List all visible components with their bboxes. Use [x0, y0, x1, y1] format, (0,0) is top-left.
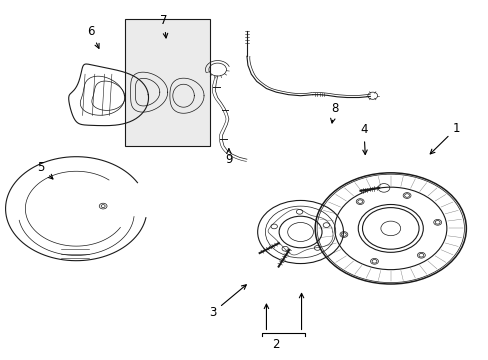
- Text: 3: 3: [209, 285, 246, 319]
- Text: 6: 6: [87, 25, 99, 48]
- Text: 5: 5: [38, 161, 53, 179]
- Text: 2: 2: [272, 338, 279, 351]
- Bar: [125, 19, 210, 146]
- Text: 8: 8: [330, 102, 338, 123]
- Text: 9: 9: [224, 149, 232, 166]
- Text: 7: 7: [160, 14, 167, 38]
- Text: 4: 4: [360, 123, 367, 154]
- Text: 1: 1: [429, 122, 459, 154]
